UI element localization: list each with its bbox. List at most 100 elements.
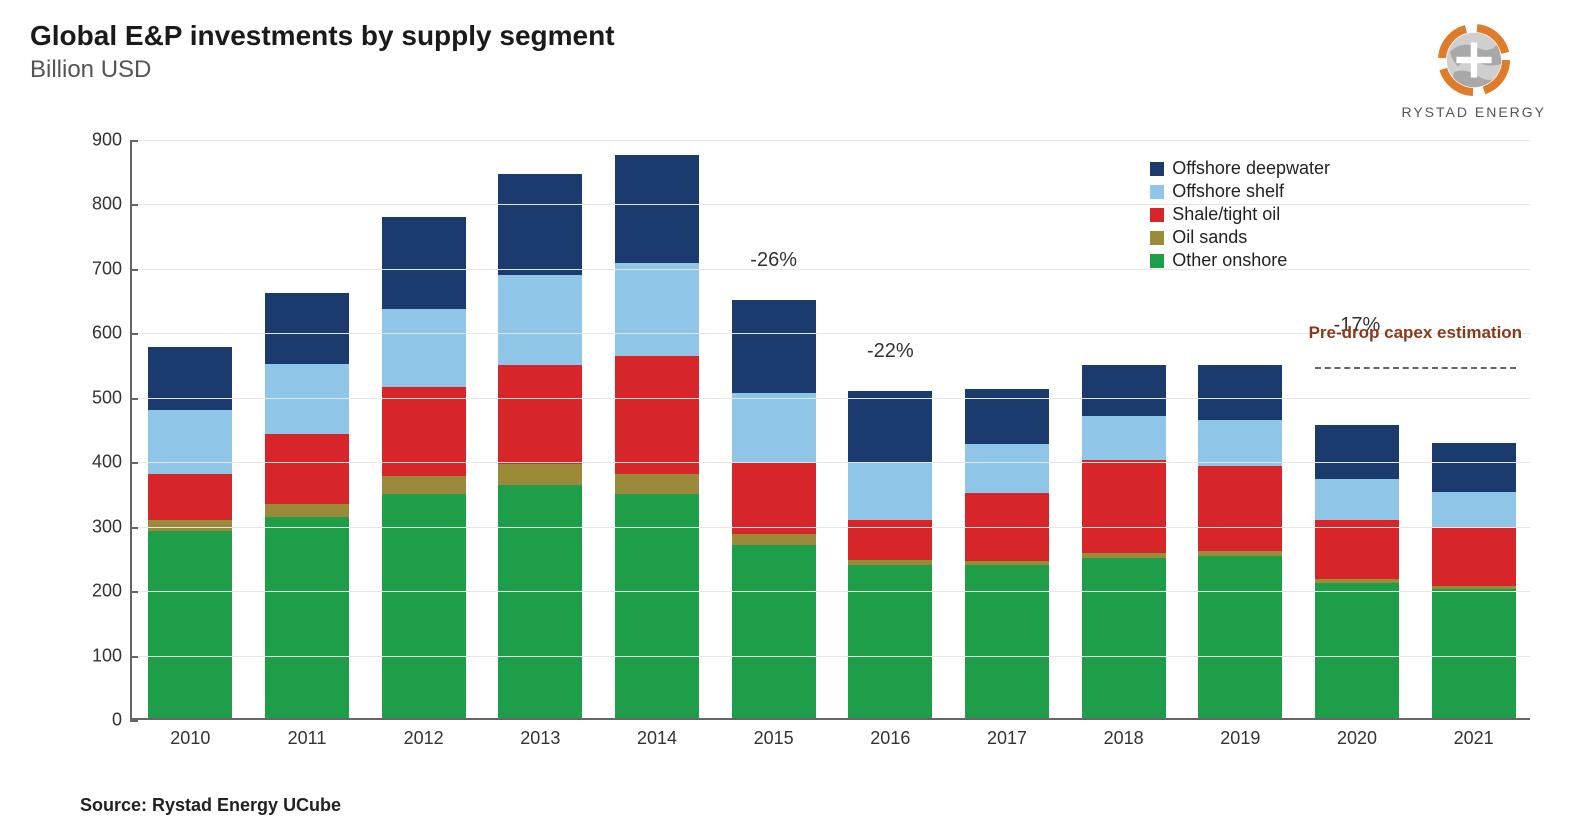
bar-segment-offshore_deepwater bbox=[1082, 365, 1166, 417]
bar-segment-other_onshore bbox=[148, 531, 232, 718]
bar-slot bbox=[732, 138, 816, 718]
bar-segment-offshore_shelf bbox=[148, 410, 232, 474]
x-axis-label: 2012 bbox=[374, 728, 474, 749]
source-line: Source: Rystad Energy UCube bbox=[80, 795, 341, 816]
x-axis-label: 2021 bbox=[1424, 728, 1524, 749]
x-axis-label: 2018 bbox=[1074, 728, 1174, 749]
x-axis-label: 2015 bbox=[724, 728, 824, 749]
y-axis-label: 0 bbox=[82, 710, 122, 731]
brand-name: RYSTAD ENERGY bbox=[1401, 104, 1546, 120]
gridline bbox=[132, 398, 1530, 399]
bar-segment-offshore_deepwater bbox=[265, 293, 349, 364]
bar-annotation: -26% bbox=[750, 249, 797, 272]
bar-segment-offshore_shelf bbox=[615, 263, 699, 356]
bar-slot bbox=[615, 138, 699, 718]
legend-label: Oil sands bbox=[1172, 227, 1247, 248]
bar-segment-oil_sands bbox=[382, 476, 466, 494]
y-tick bbox=[130, 720, 138, 722]
chart-subtitle: Billion USD bbox=[30, 56, 615, 84]
y-axis-label: 100 bbox=[82, 645, 122, 666]
y-axis-label: 800 bbox=[82, 194, 122, 215]
bar-segment-offshore_shelf bbox=[1082, 416, 1166, 460]
y-axis-label: 700 bbox=[82, 258, 122, 279]
predrop-label: Pre-drop capex estimation bbox=[1305, 323, 1526, 343]
y-tick bbox=[130, 333, 138, 335]
bar-segment-offshore_shelf bbox=[265, 364, 349, 435]
bar-slot bbox=[382, 138, 466, 718]
x-axis-label: 2019 bbox=[1190, 728, 1290, 749]
x-axis-label: 2011 bbox=[257, 728, 357, 749]
plot-area: 0100200300400500600700800900201020112012… bbox=[130, 140, 1530, 720]
y-axis-label: 900 bbox=[82, 130, 122, 151]
bar-segment-other_onshore bbox=[965, 565, 1049, 718]
chart: 0100200300400500600700800900201020112012… bbox=[90, 140, 1550, 760]
bar-segment-offshore_shelf bbox=[1432, 492, 1516, 527]
bar-segment-offshore_shelf bbox=[498, 275, 582, 365]
stacked-bar bbox=[1315, 425, 1399, 718]
y-tick bbox=[130, 204, 138, 206]
y-axis-label: 500 bbox=[82, 387, 122, 408]
bar-slot bbox=[1432, 138, 1516, 718]
bar-segment-offshore_deepwater bbox=[1198, 365, 1282, 420]
legend-item: Other onshore bbox=[1150, 250, 1330, 271]
bar-annotation: -22% bbox=[867, 340, 914, 363]
y-axis-label: 400 bbox=[82, 452, 122, 473]
gridline bbox=[132, 462, 1530, 463]
bar-segment-oil_sands bbox=[265, 504, 349, 517]
bar-segment-offshore_deepwater bbox=[1315, 425, 1399, 479]
gridline bbox=[132, 656, 1530, 657]
bar-segment-other_onshore bbox=[1082, 558, 1166, 718]
legend-swatch-icon bbox=[1150, 231, 1164, 245]
y-tick bbox=[130, 591, 138, 593]
bar-segment-other_onshore bbox=[732, 545, 816, 718]
legend: Offshore deepwaterOffshore shelfShale/ti… bbox=[1150, 158, 1330, 273]
bar-segment-shale_tight_oil bbox=[615, 356, 699, 475]
legend-swatch-icon bbox=[1150, 254, 1164, 268]
gridline bbox=[132, 140, 1530, 141]
bar-slot bbox=[498, 138, 582, 718]
bar-segment-other_onshore bbox=[848, 565, 932, 718]
legend-item: Offshore deepwater bbox=[1150, 158, 1330, 179]
bar-segment-other_onshore bbox=[1315, 583, 1399, 718]
x-axis-label: 2010 bbox=[140, 728, 240, 749]
bar-segment-shale_tight_oil bbox=[1198, 466, 1282, 551]
y-axis-label: 200 bbox=[82, 581, 122, 602]
legend-swatch-icon bbox=[1150, 162, 1164, 176]
x-axis-label: 2020 bbox=[1307, 728, 1407, 749]
legend-label: Offshore shelf bbox=[1172, 181, 1284, 202]
legend-item: Shale/tight oil bbox=[1150, 204, 1330, 225]
stacked-bar bbox=[498, 174, 582, 718]
bar-segment-shale_tight_oil bbox=[148, 474, 232, 519]
legend-label: Shale/tight oil bbox=[1172, 204, 1280, 225]
x-axis-label: 2016 bbox=[840, 728, 940, 749]
bar-segment-shale_tight_oil bbox=[1082, 460, 1166, 553]
bar-segment-offshore_deepwater bbox=[148, 347, 232, 410]
bar-segment-shale_tight_oil bbox=[498, 365, 582, 464]
y-tick bbox=[130, 140, 138, 142]
bar-segment-other_onshore bbox=[498, 485, 582, 718]
bar-slot bbox=[265, 138, 349, 718]
bar-segment-oil_sands bbox=[615, 474, 699, 493]
legend-label: Offshore deepwater bbox=[1172, 158, 1330, 179]
header: Global E&P investments by supply segment… bbox=[30, 20, 1556, 120]
bar-segment-offshore_shelf bbox=[1315, 479, 1399, 520]
y-tick bbox=[130, 527, 138, 529]
y-axis-label: 600 bbox=[82, 323, 122, 344]
bar-segment-offshore_shelf bbox=[848, 462, 932, 520]
legend-item: Offshore shelf bbox=[1150, 181, 1330, 202]
gridline bbox=[132, 527, 1530, 528]
title-block: Global E&P investments by supply segment… bbox=[30, 20, 615, 84]
brand-logo-icon bbox=[1434, 20, 1514, 100]
bar-segment-other_onshore bbox=[1432, 589, 1516, 718]
bar-segment-offshore_deepwater bbox=[615, 155, 699, 263]
bar-segment-oil_sands bbox=[148, 520, 232, 532]
y-axis-label: 300 bbox=[82, 516, 122, 537]
bar-segment-offshore_deepwater bbox=[382, 217, 466, 310]
legend-swatch-icon bbox=[1150, 208, 1164, 222]
y-tick bbox=[130, 656, 138, 658]
bar-segment-offshore_shelf bbox=[732, 393, 816, 463]
stacked-bar bbox=[1082, 365, 1166, 718]
bar-segment-other_onshore bbox=[265, 517, 349, 718]
bar-slot bbox=[848, 138, 932, 718]
bar-segment-offshore_shelf bbox=[965, 444, 1049, 493]
